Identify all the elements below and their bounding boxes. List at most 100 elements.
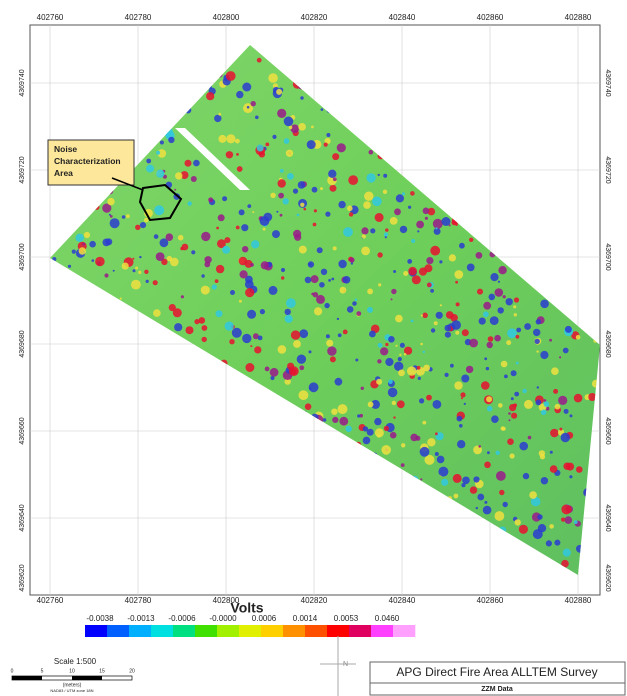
- anomaly: [563, 549, 571, 557]
- anomaly: [420, 343, 423, 346]
- y-tick-label: 4369620: [19, 564, 26, 591]
- scale-bar: Scale 1:50005101520(meters)NAD83 / UTM z…: [11, 657, 135, 693]
- anomaly: [411, 239, 415, 243]
- anomaly: [335, 378, 343, 386]
- anomaly: [258, 336, 263, 341]
- anomaly: [89, 241, 96, 248]
- anomaly: [411, 320, 414, 323]
- anomaly: [476, 252, 483, 259]
- anomaly: [395, 315, 403, 323]
- anomaly: [168, 137, 174, 143]
- anomaly: [541, 410, 547, 416]
- anomaly: [239, 300, 242, 303]
- anomaly: [355, 359, 358, 362]
- anomaly: [377, 359, 381, 363]
- legend: -0.0038-0.0013-0.0006-0.00000.00060.0014…: [85, 614, 415, 637]
- anomaly: [410, 434, 418, 442]
- anomaly: [226, 71, 236, 81]
- anomaly: [436, 227, 438, 229]
- anomaly: [423, 351, 425, 353]
- anomaly: [245, 288, 254, 297]
- anomaly: [181, 295, 184, 298]
- anomaly: [506, 340, 511, 345]
- anomaly: [524, 323, 531, 330]
- anomaly: [499, 490, 504, 495]
- anomaly: [501, 361, 508, 368]
- anomaly: [239, 209, 245, 215]
- anomaly: [343, 330, 348, 335]
- anomaly: [376, 379, 382, 385]
- legend-label: -0.0000: [209, 614, 237, 623]
- anomaly: [513, 305, 516, 308]
- anomaly: [79, 247, 86, 254]
- anomaly: [488, 336, 494, 342]
- anomaly: [324, 143, 328, 147]
- anomaly: [356, 311, 361, 316]
- anomaly: [522, 389, 526, 393]
- anomaly: [355, 298, 358, 301]
- anomaly: [139, 256, 141, 258]
- anomaly: [276, 89, 282, 95]
- anomaly: [555, 404, 561, 410]
- x-tick-label: 402760: [37, 13, 64, 22]
- anomaly: [436, 312, 443, 319]
- anomaly: [309, 350, 312, 353]
- anomaly: [420, 447, 430, 457]
- anomaly: [461, 397, 463, 399]
- scale-tick: 20: [129, 668, 135, 674]
- anomaly: [506, 298, 513, 305]
- y-tick-label: 4369660: [604, 417, 611, 444]
- anomaly: [549, 524, 554, 529]
- anomaly: [378, 174, 380, 176]
- anomaly: [388, 379, 393, 384]
- anomaly: [469, 339, 478, 348]
- anomaly: [338, 201, 345, 208]
- color-swatch: [195, 625, 217, 637]
- anomaly: [477, 494, 484, 501]
- anomaly: [487, 342, 493, 348]
- anomaly: [212, 284, 217, 289]
- anomaly: [170, 258, 179, 267]
- anomaly: [454, 494, 459, 499]
- anomaly: [218, 214, 225, 221]
- anomaly: [247, 204, 251, 208]
- y-tick-label: 4369680: [604, 330, 611, 357]
- anomaly: [332, 417, 338, 423]
- anomaly: [536, 319, 541, 324]
- anomaly: [445, 373, 449, 377]
- anomaly: [110, 215, 113, 218]
- anomaly: [558, 396, 567, 405]
- y-tick-label: 4369640: [19, 504, 26, 531]
- anomaly: [222, 196, 227, 201]
- anomaly: [216, 310, 223, 317]
- scale-title: Scale 1:500: [54, 657, 97, 666]
- anomaly: [574, 394, 583, 403]
- anomaly: [146, 159, 151, 164]
- anomaly: [241, 224, 248, 231]
- anomaly: [68, 265, 71, 268]
- anomaly: [202, 337, 207, 342]
- anomaly: [369, 331, 376, 338]
- anomaly: [135, 267, 138, 270]
- anomaly: [364, 192, 373, 201]
- anomaly: [462, 477, 470, 485]
- anomaly: [347, 206, 353, 212]
- anomaly: [375, 428, 384, 437]
- anomaly: [135, 225, 140, 230]
- anomaly: [509, 453, 514, 458]
- anomaly: [327, 346, 336, 355]
- color-swatch: [327, 625, 349, 637]
- anomaly: [546, 540, 552, 546]
- anomaly: [426, 257, 433, 264]
- anomaly: [337, 143, 346, 152]
- x-tick-label: 402860: [477, 13, 504, 22]
- anomaly: [270, 193, 275, 198]
- anomaly: [144, 270, 148, 274]
- anomaly: [563, 348, 569, 354]
- anomaly: [272, 135, 276, 139]
- anomaly: [550, 429, 559, 438]
- anomaly: [393, 270, 396, 273]
- y-tick-label: 4369700: [19, 243, 26, 270]
- color-swatch: [85, 625, 107, 637]
- scale-bar-fill: [12, 676, 42, 680]
